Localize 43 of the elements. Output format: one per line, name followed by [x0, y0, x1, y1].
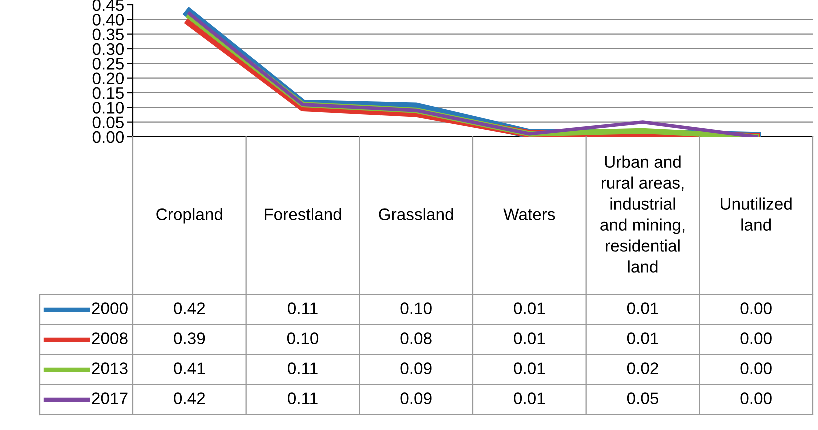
y-tick-label: 0.35	[92, 28, 124, 41]
y-tick-label: 0.05	[92, 116, 124, 129]
data-label: 0.10	[400, 302, 432, 314]
data-label: 0.01	[514, 362, 546, 374]
data-label: 0.01	[514, 302, 546, 314]
data-label: 0.09	[400, 362, 432, 374]
data-label: 0.41	[174, 362, 206, 374]
y-tick-label: 0.30	[92, 43, 124, 56]
data-label: 0.00	[740, 392, 772, 404]
data-label: 0.09	[400, 392, 432, 404]
x-tick-label: Forestland	[265, 208, 342, 220]
data-label: 0.00	[740, 302, 772, 314]
data-label: 0.11	[288, 362, 318, 374]
data-label: 0.01	[514, 392, 546, 404]
legend-label: 2008	[92, 332, 128, 344]
data-label: 0.42	[174, 392, 206, 404]
y-tick-label: 0.20	[92, 72, 124, 85]
x-tick-label: Unutilized land	[721, 198, 792, 231]
data-label: 0.08	[400, 332, 432, 344]
data-label: 0.01	[514, 332, 546, 344]
y-tick-label: 0.15	[92, 87, 124, 100]
legend-label: 2013	[92, 362, 128, 374]
y-tick-label: 0.10	[92, 102, 124, 114]
data-label: 0.39	[174, 332, 206, 344]
x-tick-label: Urban and rural areas, industrial and mining, residential land	[600, 156, 685, 273]
data-label: 0.00	[740, 362, 772, 374]
y-tick-label: 0.40	[92, 14, 124, 26]
data-label: 0.11	[288, 392, 318, 404]
x-tick-label: Waters	[504, 208, 556, 220]
data-label: 0.10	[287, 332, 319, 344]
data-label: 0.01	[627, 302, 658, 314]
x-tick-label: Cropland	[156, 208, 222, 224]
legend-label: 2000	[92, 302, 128, 314]
data-label: 0.00	[740, 332, 772, 344]
data-label: 0.02	[627, 362, 658, 374]
x-tick-label: Grassland	[379, 208, 454, 220]
data-label: 0.01	[627, 332, 658, 344]
legend-label: 2017	[92, 392, 128, 404]
data-label: 0.05	[627, 392, 659, 404]
y-tick-label: 0.25	[92, 58, 124, 70]
data-label: 0.42	[174, 302, 206, 314]
y-tick-label: 0.00	[92, 131, 124, 144]
data-label: 0.11	[288, 302, 318, 314]
